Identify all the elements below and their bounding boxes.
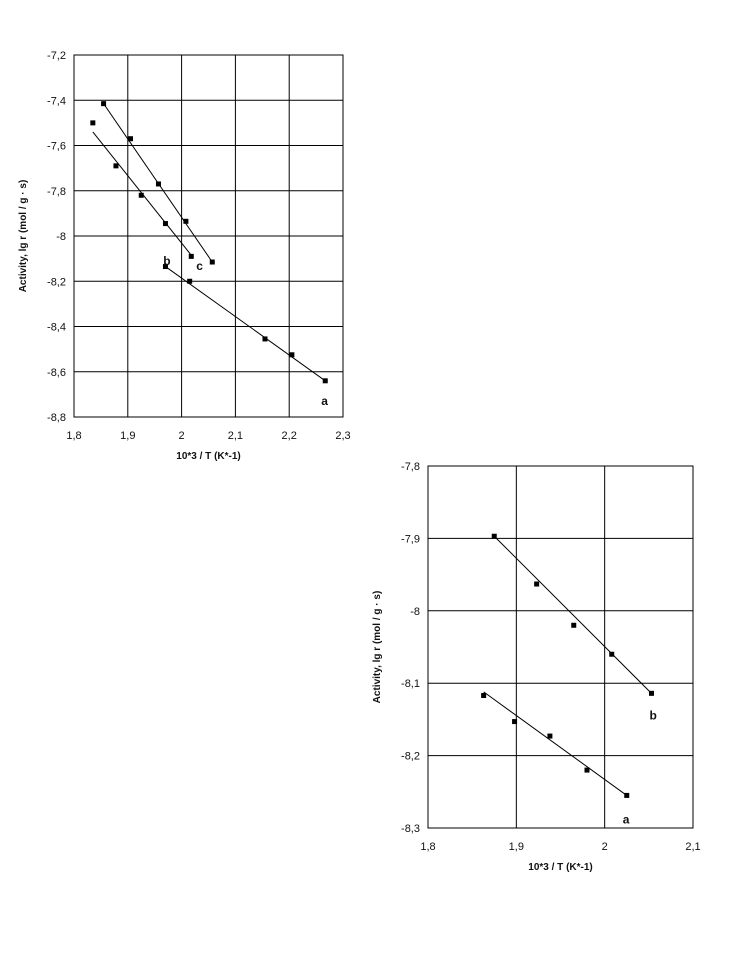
data-point-a [162,264,168,270]
x-tick-label: 2 [602,841,608,853]
y-tick-label: -8,1 [401,678,420,690]
data-point-c [127,136,133,142]
y-tick-label: -8,2 [47,276,66,288]
series-label-a: a [321,394,328,408]
fit-line-b [493,535,652,694]
data-point-b [609,651,615,657]
fit-line-a [483,691,628,796]
x-tick-label: 2,1 [228,430,243,442]
series-label-b: b [163,254,170,268]
series-label-c: c [196,259,203,273]
series-label-b: b [649,708,656,722]
y-tick-label: -8,4 [47,322,66,334]
y-axis-title: Activity, lg r (mol / g · s) [18,180,29,293]
y-tick-label: -7,2 [47,50,66,62]
data-point-a [289,352,295,358]
x-axis-title: 10*3 / T (K*-1) [528,862,592,873]
series-a: a [162,264,328,408]
x-tick-label: 1,9 [509,841,524,853]
data-point-b [162,221,168,227]
data-point-a [624,792,630,798]
data-point-a [512,719,518,725]
y-tick-label: -8 [410,606,420,618]
x-tick-label: 1,8 [420,841,435,853]
y-tick-label: -7,4 [47,95,66,107]
data-point-b [648,690,654,696]
data-point-b [491,533,497,539]
chart-top-left: 1,8 1,9 2 2,1 2,2 2,3 -7,2 -7,4 -7,6 -7,8 -8 -8,2 -8… [18,50,351,462]
y-tick-label: -8,6 [47,367,66,379]
data-point-b [188,253,194,259]
x-axis-title: 10*3 / T (K*-1) [176,451,240,462]
y-tick-label: -7,9 [401,533,420,545]
x-tick-label: 1,8 [66,430,81,442]
data-point-b [113,163,119,169]
x-tick-label: 2 [179,430,185,442]
y-tick-label: -8,2 [401,751,420,763]
plot-frame [73,54,344,418]
data-point-a [584,767,590,773]
series-b: b [491,533,657,722]
fit-line-a [165,266,326,382]
data-point-b [138,192,144,198]
data-point-b [571,622,577,628]
y-tick-label: -7,8 [401,461,420,473]
y-tick-label: -7,6 [47,141,66,153]
data-point-c [155,181,161,187]
y-tick-label: -8 [56,231,66,243]
data-point-b [534,581,540,587]
data-point-b [90,120,96,126]
series-a: a [481,691,630,826]
x-tick-label: 2,3 [335,430,350,442]
y-tick-label: -8,3 [401,823,420,835]
data-point-a [187,278,193,284]
chart-bottom-right: 1,8 1,9 2 2,1 -7,8 -7,9 -8 -8,1 -8,2 -8,3 10*3 / T… [372,461,701,873]
data-point-c [209,259,215,265]
y-tick-label: -7,8 [47,186,66,198]
data-point-c [183,218,189,224]
data-point-a [547,733,553,739]
data-point-c [101,101,107,107]
plot-frame [427,465,694,829]
y-tick-label: -8,8 [47,412,66,424]
data-point-a [481,693,487,699]
x-tick-label: 2,1 [685,841,700,853]
data-point-a [262,336,268,342]
series-b: b [90,120,194,268]
x-tick-label: 1,9 [120,430,135,442]
data-point-a [322,378,328,384]
series-c: c [101,101,215,273]
x-tick-label: 2,2 [282,430,297,442]
y-axis-title: Activity, lg r (mol / g · s) [372,591,383,704]
series-label-a: a [623,812,630,826]
